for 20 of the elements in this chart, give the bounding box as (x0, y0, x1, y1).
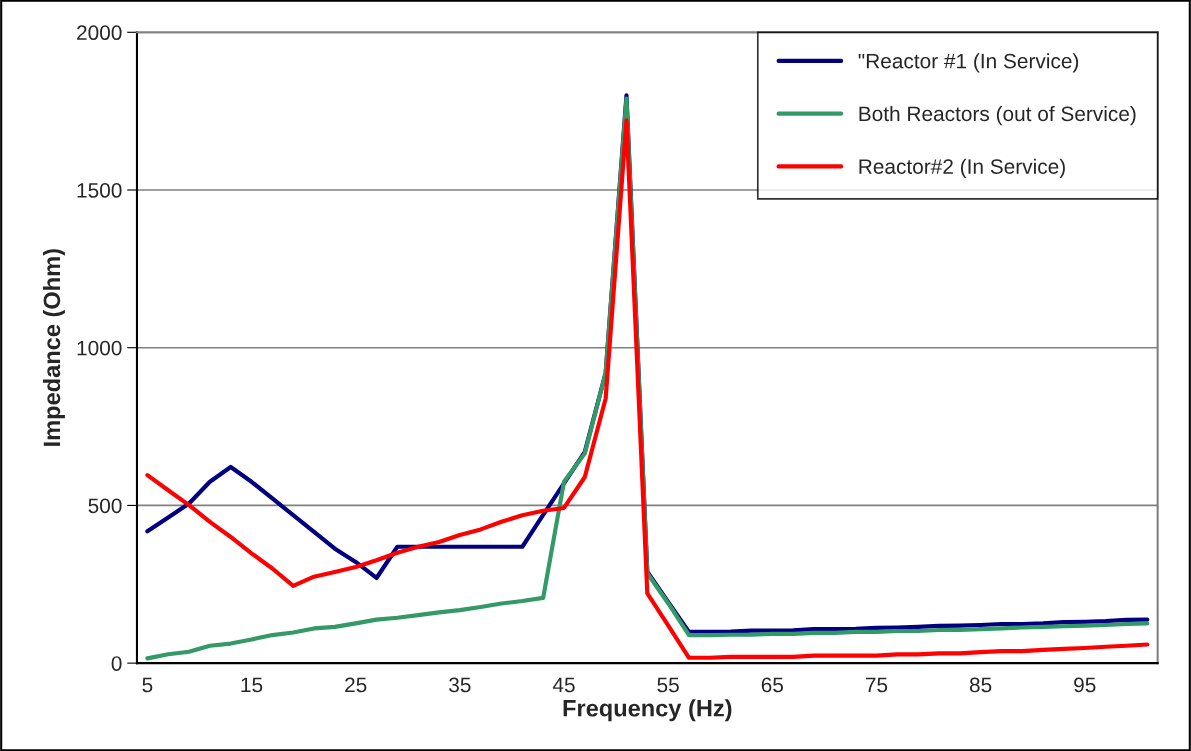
y-tick-label: 500 (88, 498, 122, 514)
legend-label: Reactor#2 (In Service) (859, 158, 1065, 179)
y-tick-label: 2000 (77, 25, 122, 41)
x-tick-label: 35 (449, 677, 471, 693)
x-tick-label: 5 (142, 677, 153, 693)
x-tick-label: 75 (865, 677, 888, 693)
x-axis-title: Frequency (Hz) (563, 699, 732, 722)
x-tick-label: 65 (761, 677, 783, 693)
y-tick-label: 1000 (77, 340, 122, 356)
legend-label: Both Reactors (out of Service) (859, 105, 1136, 126)
x-tick-label: 85 (969, 677, 992, 693)
y-tick-label: 1500 (77, 183, 122, 198)
x-tick-label: 55 (657, 677, 679, 693)
y-axis-title: Impedance (Ohm) (42, 249, 65, 446)
x-tick-label: 15 (241, 677, 263, 693)
y-tick-label: 0 (111, 656, 122, 671)
x-tick-label: 25 (345, 677, 367, 693)
x-tick-label: 45 (552, 677, 575, 693)
x-tick-label: 95 (1074, 677, 1096, 693)
legend-label: "Reactor #1 (In Service) (858, 53, 1079, 73)
